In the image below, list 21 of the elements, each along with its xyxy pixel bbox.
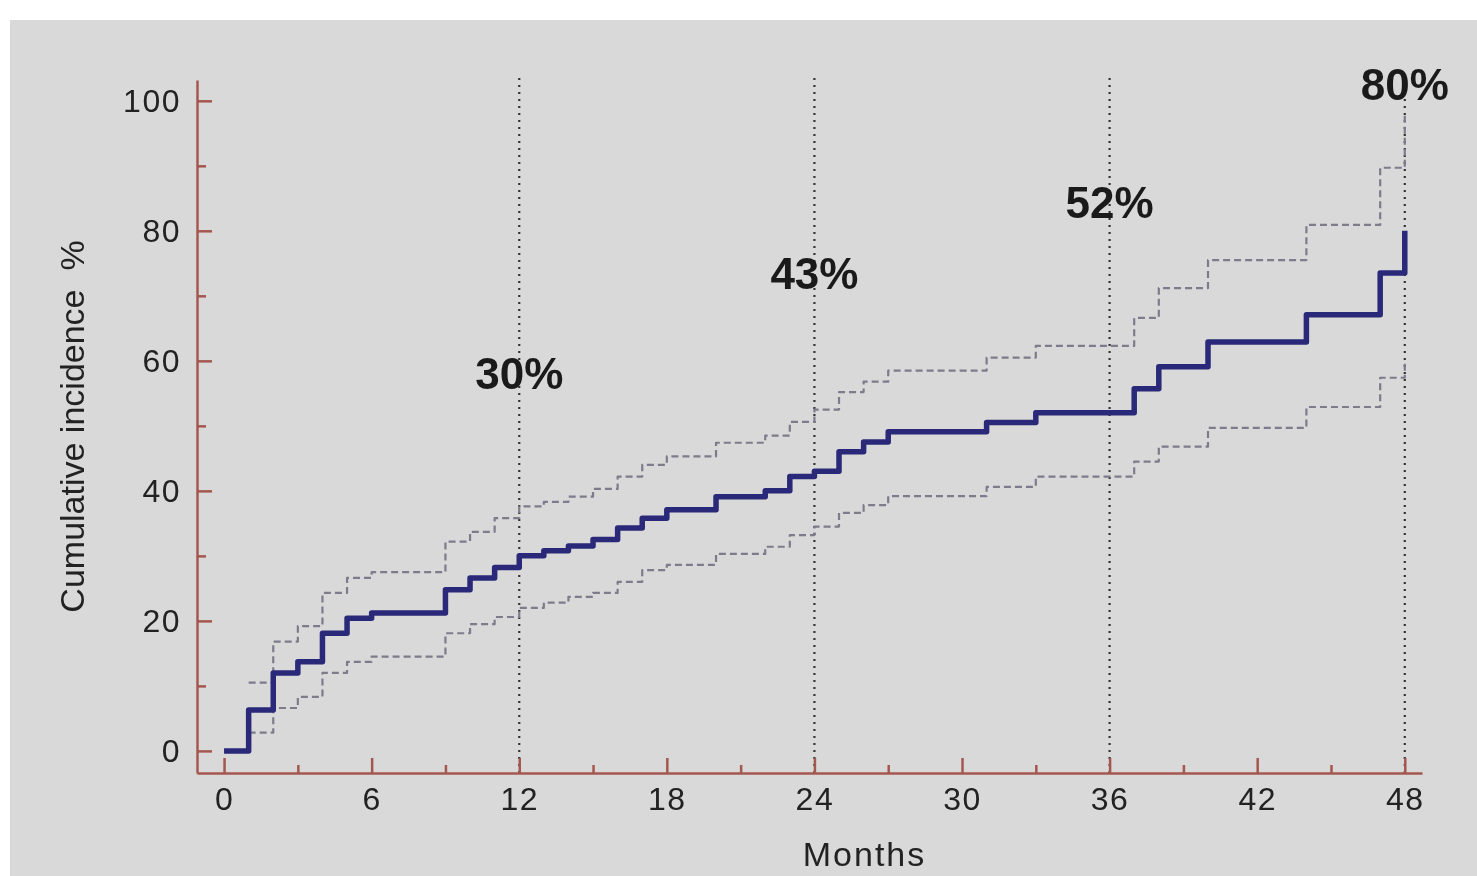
annotation: 43% xyxy=(770,248,859,298)
x-tick-label: 18 xyxy=(648,780,687,817)
x-tick-label: 48 xyxy=(1385,780,1425,817)
y-tick-label: 100 xyxy=(123,82,181,119)
x-tick-label: 12 xyxy=(500,780,540,817)
y-tick-label: 80 xyxy=(142,212,181,249)
y-axis-title: Cumulative incidence % xyxy=(53,240,91,613)
x-tick-label: 36 xyxy=(1090,780,1130,817)
x-tick-label: 6 xyxy=(362,780,382,817)
x-tick-label: 24 xyxy=(795,780,835,817)
x-axis-title: Months xyxy=(802,835,927,873)
x-tick-label: 30 xyxy=(943,780,982,817)
annotation: 52% xyxy=(1065,178,1154,228)
annotation: 80% xyxy=(1360,60,1449,110)
y-tick-label: 20 xyxy=(142,602,181,639)
y-tick-label: 0 xyxy=(161,732,181,769)
annotation: 30% xyxy=(475,349,564,399)
y-tick-label: 40 xyxy=(142,472,181,509)
x-tick-label: 0 xyxy=(214,780,235,817)
x-tick-label: 42 xyxy=(1238,780,1277,817)
y-tick-label: 60 xyxy=(142,342,181,379)
